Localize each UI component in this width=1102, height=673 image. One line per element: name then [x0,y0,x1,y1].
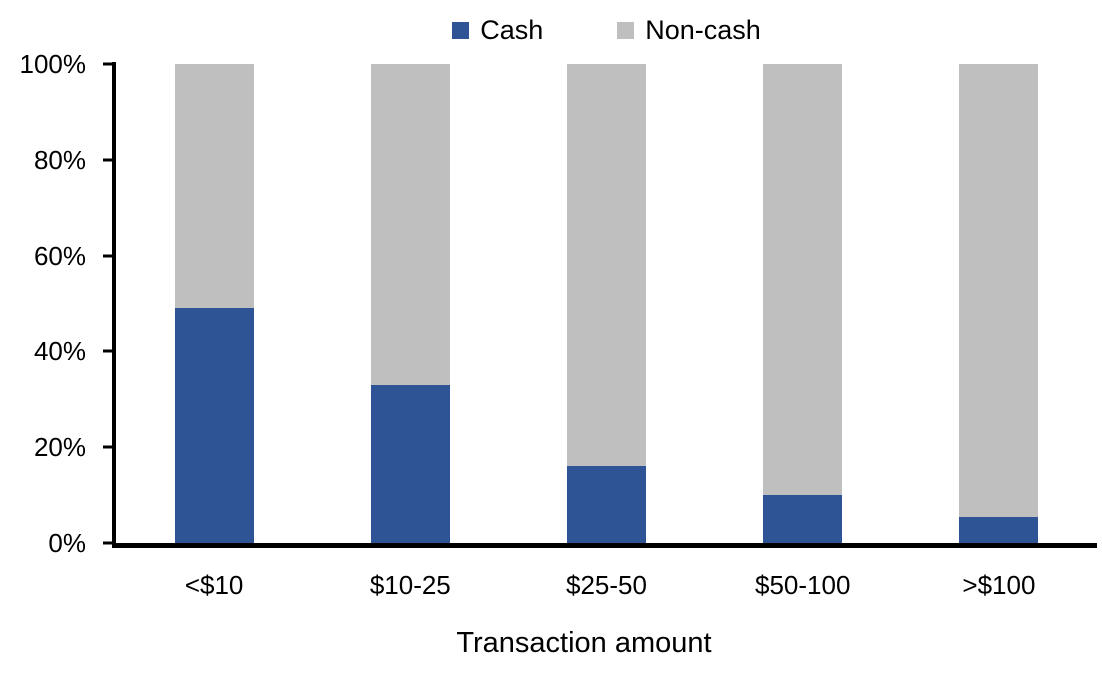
bar-segment-non-cash [566,64,646,467]
legend-item-cash: Cash [452,14,544,45]
bars-container [116,64,1097,543]
x-axis-title: Transaction amount [456,627,712,659]
bar-segment-non-cash [763,64,843,496]
noncash-swatch-icon [617,21,635,39]
legend: Cash Non-cash [116,10,1097,50]
bar-segment-non-cash [370,64,450,385]
bar-column [763,64,843,543]
y-axis-labels: 0% 20% 40% 60% 80% 100% [0,51,87,556]
y-tick-label: 80% [33,144,86,175]
bar-segment-cash [370,384,450,543]
bar-column [959,64,1039,543]
x-tick-label: $10-25 [369,570,451,600]
x-tick-label: $25-50 [566,570,647,600]
legend-label-noncash: Non-cash [645,14,761,45]
cash-swatch-icon [452,21,470,39]
x-axis-labels: <$10 $10-25 $25-50 $50-100 >$100 [116,570,1097,601]
y-tick-label: 100% [19,49,87,79]
bar-column [566,64,646,543]
y-tick-mark [103,541,112,545]
y-tick-mark [103,445,112,449]
y-tick-label: 20% [33,432,86,463]
bar-column [174,64,254,543]
bar-segment-cash [566,466,646,543]
y-tick-mark [103,62,112,66]
legend-item-noncash: Non-cash [617,14,761,45]
bar-segment-cash [763,495,843,543]
bar-segment-cash [959,516,1039,543]
x-tick-label: $50-100 [755,570,851,600]
x-tick-label: <$10 [184,570,244,600]
y-tick-mark [103,254,112,258]
y-tick-mark [103,158,112,162]
bar-segment-non-cash [174,64,254,309]
y-axis-ticks [103,62,112,545]
y-tick-mark [103,349,112,353]
bar-column [370,64,450,543]
x-tick-label: >$100 [962,570,1036,600]
y-axis-line [112,62,116,548]
legend-label-cash: Cash [480,14,544,45]
y-tick-label: 60% [33,240,86,271]
y-tick-label: 0% [48,528,86,558]
bar-segment-non-cash [959,64,1039,517]
bar-segment-cash [174,308,254,543]
y-tick-label: 40% [33,336,86,367]
x-axis-line [112,543,1097,548]
